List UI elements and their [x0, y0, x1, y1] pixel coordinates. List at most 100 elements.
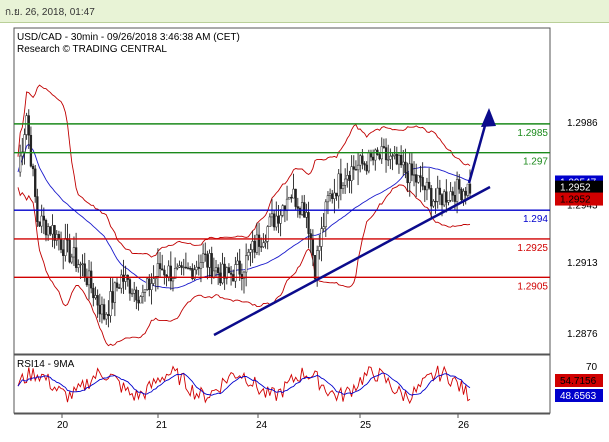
candle-body	[81, 263, 84, 265]
candle-body	[128, 279, 132, 294]
candle-body	[382, 146, 386, 148]
price-tag-last: 1.2952	[555, 180, 603, 194]
y-tick-label: 1.2876	[567, 329, 598, 340]
trendline	[213, 185, 491, 337]
candle-body	[363, 163, 366, 166]
level-label: 1.297	[523, 157, 548, 168]
candle-body	[451, 191, 454, 196]
candle-body	[324, 201, 327, 227]
candle-body	[124, 274, 127, 282]
y-tick-label: 1.2943	[567, 200, 598, 211]
candle-body	[296, 206, 299, 209]
candle-body	[113, 282, 117, 303]
candle-body	[371, 156, 375, 161]
candle-body	[425, 181, 429, 191]
candle-body	[189, 268, 192, 270]
candle-body	[316, 250, 319, 280]
candle-body	[40, 215, 43, 227]
svg-text:1.2952: 1.2952	[560, 195, 591, 206]
candle-body	[270, 213, 274, 218]
candle-body	[361, 155, 364, 164]
candle-body	[402, 161, 405, 166]
candle-body	[333, 192, 336, 199]
candle-body	[234, 264, 237, 282]
candle-body	[257, 234, 261, 247]
level-label: 1.2925	[517, 243, 548, 254]
candle-body	[311, 239, 315, 256]
candle-body	[169, 265, 172, 282]
y-tick-label: 1.2986	[567, 118, 598, 129]
candle-body	[277, 215, 280, 224]
candle-body	[331, 193, 334, 199]
candle-body	[161, 268, 164, 271]
rsi-label: RSI14 - 9MA	[17, 359, 75, 370]
candle-body	[262, 242, 265, 247]
candle-body	[419, 175, 422, 178]
candle-body	[397, 155, 401, 165]
candle-body	[62, 249, 65, 256]
candle-body	[107, 314, 110, 316]
candle-body	[393, 153, 396, 156]
candle-body	[337, 173, 340, 197]
candle-body	[152, 278, 155, 284]
candle-body	[105, 314, 108, 320]
candle-body	[438, 187, 442, 195]
candle-body	[387, 159, 390, 161]
candle-body	[42, 215, 45, 221]
candle-body	[111, 291, 114, 303]
candle-body	[350, 166, 353, 181]
candle-body	[391, 155, 394, 157]
candle-body	[410, 163, 414, 176]
candle-body	[462, 190, 465, 201]
candle-body	[143, 289, 147, 293]
candle-body	[68, 239, 71, 263]
candle-body	[447, 200, 450, 203]
candle-body	[31, 165, 35, 170]
candle-body	[49, 226, 52, 235]
candle-body	[445, 191, 448, 203]
candle-body	[264, 241, 267, 244]
candle-body	[240, 274, 243, 279]
level-label: 1.2985	[517, 128, 548, 139]
candle-body	[135, 289, 138, 301]
candle-body	[90, 270, 93, 289]
svg-text:48.6563: 48.6563	[560, 391, 597, 402]
candle-body	[96, 295, 99, 306]
candle-body	[165, 274, 168, 277]
candle-body	[245, 255, 248, 273]
candle-body	[300, 202, 304, 215]
candle-body	[120, 274, 123, 289]
candle-body	[458, 179, 461, 190]
bollinger-upper	[17, 84, 471, 258]
candle-body	[328, 193, 332, 196]
candle-body	[354, 169, 358, 171]
candle-body	[279, 214, 282, 224]
candle-body	[320, 228, 323, 247]
candle-body	[305, 212, 308, 218]
x-axis: 20 21 24 25 26	[57, 414, 470, 431]
candle-body	[415, 174, 418, 183]
candle-body	[133, 289, 136, 294]
candle-body	[365, 164, 368, 172]
candle-body	[285, 198, 289, 211]
candle-body	[141, 292, 144, 297]
candle-body	[74, 247, 78, 268]
candle-body	[51, 225, 54, 235]
candle-body	[341, 185, 345, 189]
candle-body	[204, 253, 207, 255]
candle-body	[290, 196, 293, 199]
rsi-line	[17, 365, 471, 405]
candle-body	[182, 266, 185, 269]
candle-body	[184, 266, 188, 269]
candle-body	[217, 267, 220, 274]
candle-body	[272, 213, 276, 228]
candle-body	[72, 247, 76, 258]
candle-body	[208, 253, 211, 268]
candle-body	[275, 215, 278, 228]
candle-body	[53, 225, 56, 241]
candle-body	[298, 208, 302, 215]
candle-body	[21, 151, 24, 157]
candle-body	[318, 246, 321, 251]
candle-body	[260, 246, 263, 248]
candle-body	[44, 220, 48, 236]
